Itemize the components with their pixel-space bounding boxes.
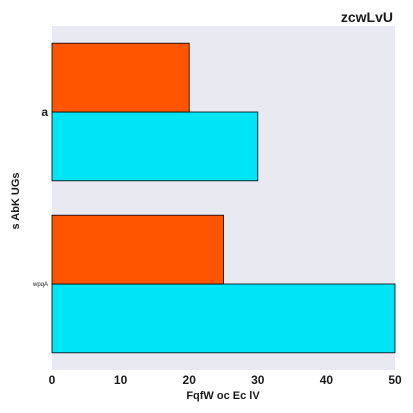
y-category-label: wpqA bbox=[32, 282, 48, 288]
bars-group bbox=[51, 42, 396, 354]
y-category-label: a bbox=[41, 105, 48, 119]
bar-a-series-1 bbox=[51, 111, 259, 182]
chart-title: zcwLvU bbox=[341, 9, 393, 25]
bar-wpqA-series-2 bbox=[51, 214, 224, 285]
x-tick-label: 40 bbox=[320, 373, 334, 387]
bar-a-series-2 bbox=[51, 42, 190, 113]
x-tick-label: 30 bbox=[251, 373, 265, 387]
bar-wpqA-series-1 bbox=[51, 283, 396, 354]
y-axis-label: s AbK UGs bbox=[10, 172, 22, 229]
y-axis-categories: wpqA a bbox=[32, 105, 48, 288]
x-axis-ticks: 0 10 20 30 40 50 bbox=[49, 373, 402, 387]
x-tick-label: 20 bbox=[183, 373, 197, 387]
x-axis-label: FqfW oc Ec lV bbox=[186, 390, 260, 402]
x-tick-label: 10 bbox=[114, 373, 128, 387]
x-tick-label: 50 bbox=[388, 373, 402, 387]
x-tick-label: 0 bbox=[49, 373, 56, 387]
